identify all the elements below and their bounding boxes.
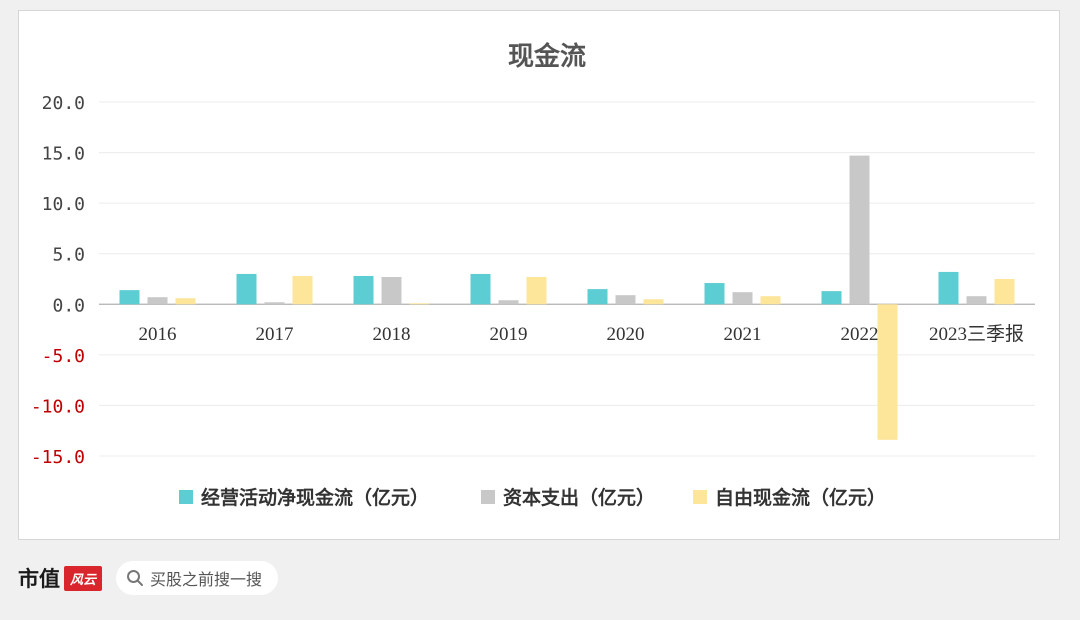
chart-title: 现金流 xyxy=(508,41,586,72)
y-tick-label: 15.0 xyxy=(42,144,85,165)
search-box[interactable]: 买股之前搜一搜 xyxy=(116,561,279,595)
bar-2019-series-1 xyxy=(470,273,491,305)
brand-seal: 风云 xyxy=(64,565,103,591)
legend-swatch-2 xyxy=(481,490,495,504)
cash-flow-chart: 20.015.010.05.00.0-5.0-10.0-15.0 2016 201… xyxy=(31,41,1035,509)
x-tick-label: 2019 xyxy=(490,324,528,345)
bar-2017-series-3 xyxy=(292,275,313,305)
y-tick-label: -5.0 xyxy=(42,346,85,367)
x-tick-label: 2022 xyxy=(841,324,879,345)
bar-2022-series-2 xyxy=(849,155,870,305)
bar-2021-series-2 xyxy=(732,292,753,305)
bar-2019-series-3 xyxy=(526,276,547,305)
x-tick-label: 2016 xyxy=(139,324,177,345)
bar-2018-series-3 xyxy=(409,303,430,305)
legend-label-2: 资本支出（亿元） xyxy=(503,486,655,509)
bar-2016-series-2 xyxy=(147,297,168,305)
grid-lines xyxy=(99,101,1035,457)
y-tick-label: 10.0 xyxy=(42,194,85,215)
brand-logo: 市值 风云 xyxy=(18,563,103,593)
bars xyxy=(119,155,1015,440)
legend-swatch-3 xyxy=(693,490,707,504)
legend: 经营活动净现金流（亿元） 资本支出（亿元） 自由现金流（亿元） xyxy=(179,486,886,509)
bar-2020-series-2 xyxy=(615,295,636,305)
y-tick-label: 0.0 xyxy=(52,295,85,316)
x-tick-label: 2017 xyxy=(256,324,294,345)
legend-label-1: 经营活动净现金流（亿元） xyxy=(201,486,429,509)
legend-label-3: 自由现金流（亿元） xyxy=(715,486,886,509)
y-axis: 20.0 15.0 10.0 5.0 0.0 -5.0 -10.0 -15.0 xyxy=(31,93,1035,468)
y-tick-label: -15.0 xyxy=(31,447,85,468)
brand-name: 市值 xyxy=(18,566,60,591)
bar-2020-series-3 xyxy=(643,299,664,305)
bar-2022-series-3 xyxy=(877,304,898,440)
bar-2018-series-1 xyxy=(353,275,374,305)
bar-2018-series-2 xyxy=(381,276,402,305)
search-icon xyxy=(126,569,144,587)
legend-swatch-1 xyxy=(179,490,193,504)
search-placeholder: 买股之前搜一搜 xyxy=(150,570,263,589)
bar-2016-series-1 xyxy=(119,290,140,305)
bar-2021-series-3 xyxy=(760,296,781,305)
bar-2017-series-1 xyxy=(236,273,257,305)
bar-2021-series-1 xyxy=(704,283,725,305)
bar-2023三季报-series-1 xyxy=(938,271,959,305)
x-tick-label: 2023三季报 xyxy=(929,323,1024,345)
x-tick-label: 2018 xyxy=(373,324,411,345)
bar-2023三季报-series-3 xyxy=(994,279,1015,305)
chart-card: 20.0 15.0 10.0 5.0 0.0 -5.0 -10.0 -15.0 2016 201… xyxy=(18,10,1060,540)
bar-2022-series-1 xyxy=(821,291,842,305)
bar-2020-series-1 xyxy=(587,289,608,305)
footer-bar: 市值 风云 买股之前搜一搜 xyxy=(18,556,279,600)
bar-2016-series-3 xyxy=(175,298,196,305)
bar-2019-series-2 xyxy=(498,300,519,305)
x-tick-label: 2021 xyxy=(724,324,762,345)
y-tick-label: 20.0 xyxy=(42,93,85,114)
x-axis-labels: 2016 2017 2018 2019 2020 2021 2022 2023三季报 xyxy=(139,323,1025,345)
bar-2017-series-2 xyxy=(264,302,285,305)
y-tick-label: 5.0 xyxy=(52,245,85,266)
bar-2023三季报-series-2 xyxy=(966,296,987,305)
x-tick-label: 2020 xyxy=(607,324,645,345)
y-tick-label: -10.0 xyxy=(31,396,85,417)
